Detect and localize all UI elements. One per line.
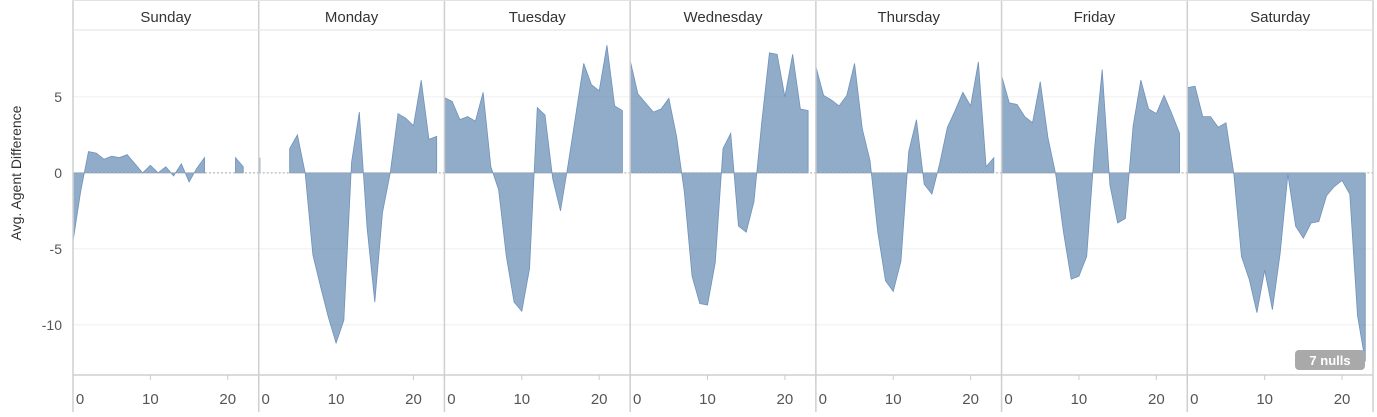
x-tick-label: 10 — [699, 391, 716, 408]
y-tick-label: -10 — [42, 317, 62, 333]
header-saturday: Saturday — [1250, 9, 1311, 26]
x-tick-label: 20 — [405, 391, 422, 408]
area-mark-tuesday — [444, 45, 623, 313]
y-tick-label: 0 — [54, 165, 62, 181]
x-tick-label: 10 — [1071, 391, 1088, 408]
y-tick-label: -5 — [50, 241, 63, 257]
header-wednesday: Wednesday — [684, 9, 763, 26]
null-indicator-label[interactable]: 7 nulls — [1309, 353, 1350, 368]
area-mark-saturday — [1186, 85, 1366, 362]
area-series — [72, 45, 1373, 362]
x-tick-label: 20 — [1334, 391, 1351, 408]
day-headers: Sunday Monday Tuesday Wednesday Thursday Frid… — [140, 9, 1310, 26]
header-tuesday: Tuesday — [509, 9, 566, 26]
x-tick-label: 0 — [819, 391, 827, 408]
area-mark-monday — [289, 80, 438, 345]
area-mark-wednesday — [629, 52, 809, 306]
panel-frame — [72, 0, 1374, 412]
x-tick-label: 0 — [447, 391, 455, 408]
x-tick-label: 10 — [328, 391, 345, 408]
x-tick-label: 10 — [142, 391, 159, 408]
y-tick-label: 5 — [54, 89, 62, 105]
header-friday: Friday — [1074, 9, 1116, 26]
x-tick-label: 0 — [1004, 391, 1012, 408]
x-tick-label: 20 — [777, 391, 794, 408]
x-tick-label: 0 — [76, 391, 84, 408]
x-tick-label: 10 — [885, 391, 902, 408]
x-tick-label: 10 — [513, 391, 530, 408]
x-tick-label: 20 — [1148, 391, 1165, 408]
gridlines — [73, 96, 1373, 326]
x-tick-label: 20 — [962, 391, 979, 408]
area-mark-sunday — [72, 151, 205, 242]
area-mark-friday — [1001, 69, 1180, 280]
area-mark-sunday — [235, 156, 244, 174]
header-thursday: Thursday — [877, 9, 940, 26]
null-indicator[interactable]: 7 nulls — [1295, 350, 1365, 370]
x-tick-label: 10 — [1256, 391, 1273, 408]
x-tick-label: 0 — [262, 391, 270, 408]
header-monday: Monday — [325, 9, 379, 26]
x-tick-label: 0 — [633, 391, 641, 408]
y-axis-label: Avg. Agent Difference — [8, 105, 24, 240]
area-mark-thursday — [815, 61, 995, 293]
x-tick-label: 20 — [219, 391, 236, 408]
y-axis: Avg. Agent Difference 5 0 -5 -10 — [8, 89, 62, 333]
x-tick-label: 0 — [1190, 391, 1198, 408]
x-axis: 0 10 20 0 10 20 0 10 20 0 10 20 0 10 20 0 10 20 0 10 20 — [72, 375, 1351, 408]
header-sunday: Sunday — [140, 9, 191, 26]
x-tick-label: 20 — [591, 391, 608, 408]
